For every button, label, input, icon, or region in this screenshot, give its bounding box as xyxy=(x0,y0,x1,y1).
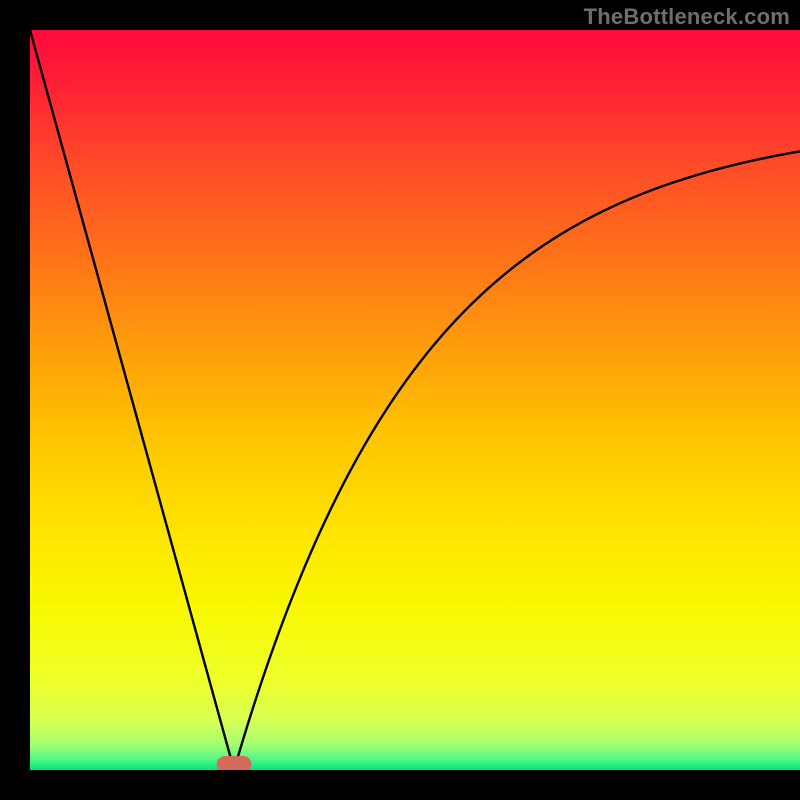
plot-area xyxy=(30,30,800,770)
watermark-text: TheBottleneck.com xyxy=(584,4,790,30)
min-marker xyxy=(217,756,252,770)
chart-frame: TheBottleneck.com xyxy=(0,0,800,800)
gradient-background xyxy=(30,30,800,770)
chart-svg xyxy=(30,30,800,770)
